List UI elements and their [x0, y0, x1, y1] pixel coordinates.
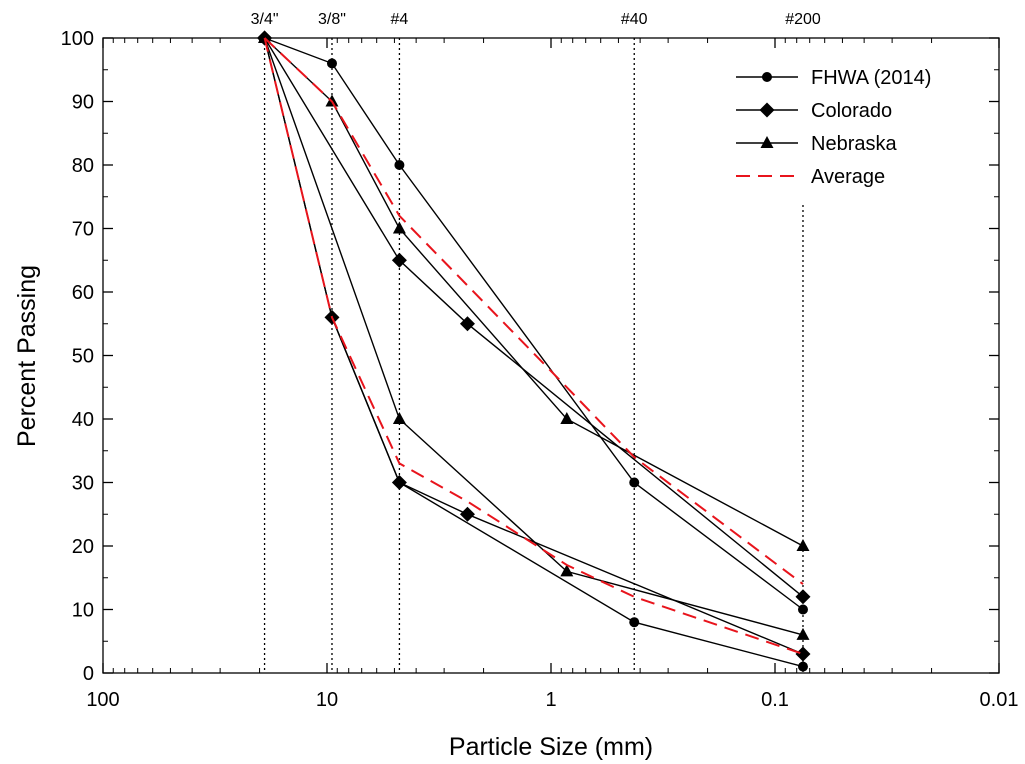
- legend-item: Average: [736, 166, 885, 188]
- data-point: [394, 160, 405, 170]
- legend-item: Nebraska: [736, 133, 897, 155]
- data-point: [459, 506, 475, 522]
- y-axis-title: Percent Passing: [13, 265, 41, 447]
- y-tick-label: 0: [83, 663, 94, 685]
- sieve-label: #4: [391, 11, 409, 28]
- y-tick-label: 20: [72, 536, 94, 558]
- y-tick-label: 50: [72, 346, 94, 368]
- data-point: [796, 539, 810, 551]
- x-tick-label: 100: [86, 689, 119, 711]
- series-nebraska: [258, 31, 810, 640]
- y-tick-label: 90: [72, 92, 94, 114]
- data-point: [560, 564, 574, 577]
- sieve-label: #40: [621, 11, 648, 28]
- data-point: [762, 72, 772, 82]
- y-tick-label: 80: [72, 155, 94, 177]
- data-point: [392, 412, 406, 424]
- series-line: [263, 37, 804, 655]
- x-tick-label: 1: [545, 689, 556, 711]
- series-average: [263, 37, 804, 655]
- data-point: [759, 102, 775, 118]
- data-point: [391, 252, 407, 268]
- y-tick-label: 60: [72, 282, 94, 304]
- sieve-lines: 3/4" 3/8" #4 #40 #200: [251, 11, 821, 673]
- data-point: [795, 589, 811, 605]
- legend: FHWA (2014) Colorado Nebraska Average: [736, 67, 931, 188]
- data-point: [392, 221, 406, 234]
- data-point: [629, 617, 640, 628]
- data-point: [795, 646, 811, 662]
- legend-item: Colorado: [736, 100, 892, 122]
- sieve-label: #200: [785, 11, 821, 28]
- data-point: [760, 136, 774, 148]
- data-point: [560, 412, 574, 424]
- sieve-label: 3/4": [251, 11, 279, 28]
- data-point: [459, 316, 475, 332]
- y-tick-label: 40: [72, 409, 94, 431]
- series-line: [264, 37, 804, 547]
- y-tick-label: 10: [72, 600, 94, 622]
- x-axis-title: Particle Size (mm): [449, 733, 653, 761]
- data-point: [326, 58, 337, 69]
- x-tick-label: 10: [316, 689, 338, 711]
- sieve-label: 3/8": [318, 11, 346, 28]
- x-tick-label: 0.01: [980, 689, 1019, 711]
- x-tick-label: 0.1: [761, 689, 789, 711]
- y-tick-label: 30: [72, 473, 94, 495]
- axis-ticks: 0 10 20 30 40 50 60 70 80 90 100 100 10 1 0.1 0.01: [61, 28, 1019, 711]
- series-colorado: [257, 30, 811, 662]
- data-point: [797, 604, 808, 615]
- data-point: [797, 661, 808, 672]
- legend-label: Colorado: [811, 100, 892, 122]
- series-fhwa-2014: [259, 33, 808, 672]
- series-line: [264, 37, 804, 598]
- series-layer: [257, 30, 811, 672]
- series-line: [263, 37, 804, 585]
- series-line: [263, 37, 804, 668]
- legend-item: FHWA (2014): [736, 67, 931, 89]
- y-tick-label: 100: [61, 28, 94, 50]
- series-line: [263, 37, 804, 636]
- legend-label: FHWA (2014): [811, 67, 931, 89]
- legend-label: Nebraska: [811, 133, 897, 155]
- data-point: [391, 475, 407, 490]
- legend-label: Average: [811, 166, 885, 188]
- y-tick-label: 70: [72, 219, 94, 241]
- data-point: [796, 627, 810, 640]
- data-point: [629, 477, 640, 488]
